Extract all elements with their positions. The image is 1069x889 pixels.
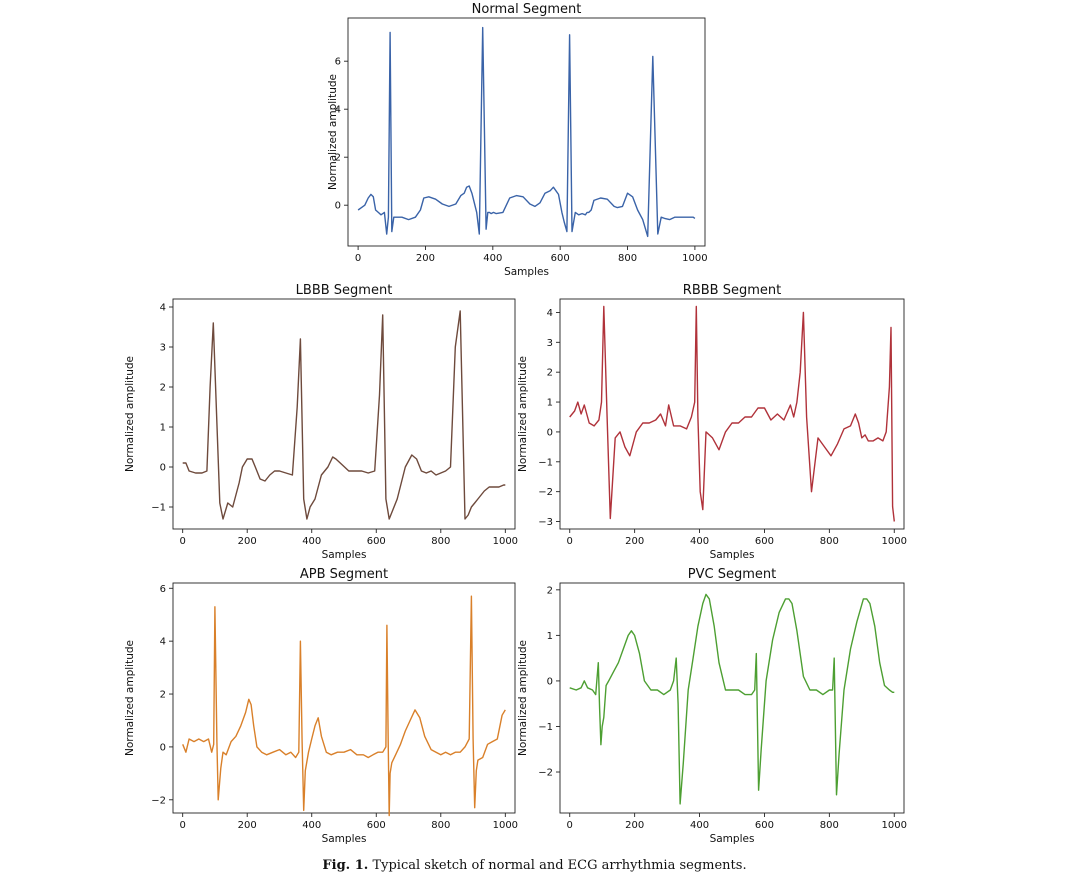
plot-frame	[559, 298, 905, 530]
x-tick-label: 600	[367, 536, 386, 547]
y-tick-label: −2	[538, 768, 553, 779]
x-tick-label: 800	[618, 253, 637, 264]
plot-frame	[172, 298, 516, 530]
x-tick-label: 1000	[493, 820, 518, 831]
x-tick-label: 1000	[682, 253, 707, 264]
plot-frame	[172, 582, 516, 814]
x-tick-label: 400	[690, 820, 709, 831]
x-tick-label: 600	[755, 820, 774, 831]
x-tick-label: 600	[367, 820, 386, 831]
y-tick-label: 2	[160, 383, 166, 394]
apb-segment-chart: APB Segment 0 200 400 600 800 1000 −2 0 2 4 6 Sample…	[124, 567, 518, 845]
y-tick-label: 1	[547, 398, 553, 409]
x-axis-label: Samples	[710, 549, 755, 561]
chart-title: Normal Segment	[472, 2, 582, 17]
y-tick-label: 4	[547, 308, 553, 319]
y-tick-label: 0	[160, 742, 166, 753]
y-tick-label: 0	[547, 427, 553, 438]
normal-segment-panel: Normal Segment 0 200 400 600 800 1000 0 2 4 6 Sampl…	[327, 0, 713, 282]
chart-title: LBBB Segment	[296, 283, 393, 298]
x-tick-label: 400	[483, 253, 502, 264]
y-tick-label: −1	[538, 457, 553, 468]
ecg-series-line	[569, 593, 895, 805]
y-tick-label: −1	[151, 503, 166, 514]
y-tick-label: 4	[160, 637, 166, 648]
chart-title: RBBB Segment	[683, 283, 781, 298]
y-tick-label: 6	[335, 57, 341, 68]
x-tick-label: 200	[416, 253, 435, 264]
ecg-series-line	[569, 305, 895, 522]
x-tick-label: 600	[551, 253, 570, 264]
y-tick-label: 3	[160, 343, 166, 354]
y-tick-label: −3	[538, 517, 553, 528]
y-tick-label: −2	[538, 487, 553, 498]
ecg-series-line	[182, 310, 506, 520]
x-tick-label: 0	[179, 820, 185, 831]
x-tick-label: 0	[179, 536, 185, 547]
pvc-segment-panel: PVC Segment 0 200 400 600 800 1000 −2 −1 0 1 2 Sampl…	[517, 565, 918, 851]
x-tick-label: 600	[755, 536, 774, 547]
x-tick-label: 200	[625, 820, 644, 831]
x-tick-label: 200	[238, 536, 257, 547]
ecg-series-line	[357, 26, 696, 238]
x-tick-label: 400	[690, 536, 709, 547]
y-tick-label: −2	[151, 795, 166, 806]
y-axis-label: Normalized amplitude	[124, 356, 136, 472]
x-tick-label: 200	[238, 820, 257, 831]
apb-segment-panel: APB Segment 0 200 400 600 800 1000 −2 0 2 4 6 Sample…	[123, 565, 518, 851]
y-tick-label: 0	[160, 463, 166, 474]
y-tick-label: 6	[160, 584, 166, 595]
y-tick-label: 0	[335, 201, 341, 212]
y-tick-label: 0	[547, 676, 553, 687]
y-tick-label: −1	[538, 722, 553, 733]
chart-title: PVC Segment	[688, 567, 776, 582]
y-tick-label: 4	[160, 303, 166, 314]
figure-caption: Fig. 1. Typical sketch of normal and ECG…	[0, 858, 1069, 873]
y-tick-label: 1	[547, 631, 553, 642]
x-tick-label: 1000	[882, 536, 907, 547]
y-tick-label: 2	[160, 690, 166, 701]
x-tick-label: 800	[820, 536, 839, 547]
pvc-segment-chart: PVC Segment 0 200 400 600 800 1000 −2 −1 0 1 2 Sampl…	[517, 567, 907, 845]
normal-segment-chart: Normal Segment 0 200 400 600 800 1000 0 2 4 6 Sampl…	[327, 2, 708, 278]
caption-label: Fig. 1.	[322, 858, 369, 873]
y-axis-label: Normalized amplitude	[517, 356, 529, 472]
y-tick-label: 2	[335, 153, 341, 164]
x-axis-label: Samples	[322, 833, 367, 845]
x-axis-label: Samples	[322, 549, 367, 561]
x-tick-label: 800	[431, 820, 450, 831]
x-tick-label: 200	[625, 536, 644, 547]
y-tick-label: 3	[547, 338, 553, 349]
x-tick-label: 400	[302, 536, 321, 547]
y-axis-label: Normalized amplitude	[327, 74, 339, 190]
y-axis-label: Normalized amplitude	[517, 640, 529, 756]
x-tick-label: 800	[820, 820, 839, 831]
x-tick-label: 0	[567, 820, 573, 831]
x-axis-label: Samples	[710, 833, 755, 845]
plot-frame	[347, 17, 706, 247]
y-axis-label: Normalized amplitude	[124, 640, 136, 756]
y-tick-label: 2	[547, 368, 553, 379]
rbbb-segment-chart: RBBB Segment 0 200 400 600 800 1000 −3 −2 −1 0 1 2 3 4…	[517, 283, 907, 561]
ecg-series-line	[182, 595, 506, 817]
x-tick-label: 400	[302, 820, 321, 831]
caption-text: Typical sketch of normal and ECG arrhyth…	[372, 858, 747, 873]
lbbb-segment-chart: LBBB Segment 0 200 400 600 800 1000 −1 0 1 2 3 4 Samp…	[124, 283, 518, 561]
plot-frame	[559, 582, 905, 814]
x-tick-label: 0	[355, 253, 361, 264]
x-tick-label: 0	[567, 536, 573, 547]
x-tick-label: 1000	[493, 536, 518, 547]
x-axis-label: Samples	[504, 266, 549, 278]
chart-title: APB Segment	[300, 567, 388, 582]
x-tick-label: 800	[431, 536, 450, 547]
y-tick-label: 1	[160, 423, 166, 434]
y-tick-label: 4	[335, 105, 341, 116]
lbbb-segment-panel: LBBB Segment 0 200 400 600 800 1000 −1 0 1 2 3 4 Samp…	[123, 281, 518, 561]
y-tick-label: 2	[547, 585, 553, 596]
rbbb-segment-panel: RBBB Segment 0 200 400 600 800 1000 −3 −2 −1 0 1 2 3 4…	[517, 281, 918, 561]
x-tick-label: 1000	[882, 820, 907, 831]
